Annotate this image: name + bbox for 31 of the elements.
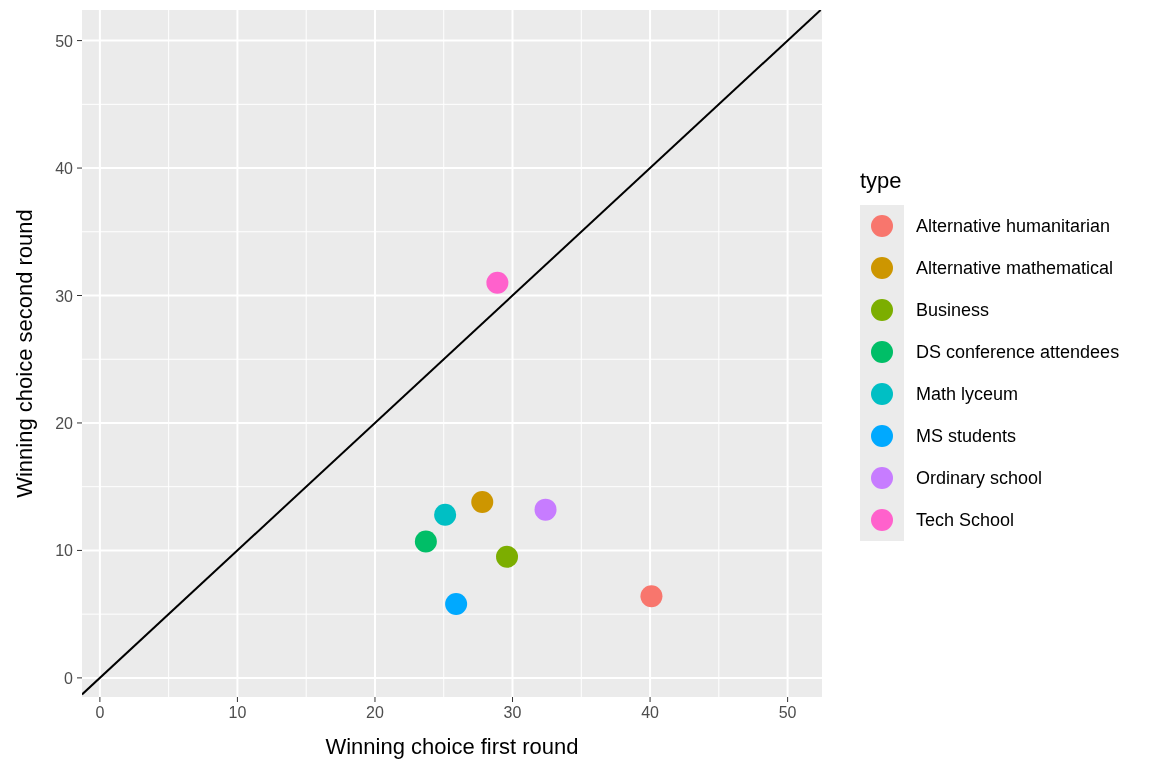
point bbox=[640, 585, 663, 608]
legend-label: Ordinary school bbox=[916, 468, 1043, 488]
point bbox=[414, 530, 437, 553]
y-tick-label: 40 bbox=[55, 160, 74, 178]
legend-label: DS conference attendees bbox=[916, 342, 1120, 362]
y-tick-label: 0 bbox=[64, 669, 74, 687]
x-tick-label: 40 bbox=[641, 704, 660, 721]
legend-label: Alternative humanitarian bbox=[916, 216, 1111, 236]
y-tick-label: 30 bbox=[55, 287, 74, 305]
x-tick-label: 30 bbox=[503, 704, 522, 721]
legend-label: MS students bbox=[916, 426, 1017, 446]
legend-title: type bbox=[860, 168, 902, 193]
point bbox=[445, 592, 468, 615]
y-tick-label: 20 bbox=[55, 414, 74, 432]
point bbox=[496, 545, 519, 568]
point bbox=[534, 498, 557, 521]
point bbox=[486, 271, 509, 294]
point bbox=[471, 490, 494, 513]
y-axis-title: Winning choice second round bbox=[12, 209, 37, 498]
legend-label: Tech School bbox=[916, 510, 1015, 530]
point bbox=[434, 503, 457, 526]
legend-label: Math lyceum bbox=[916, 384, 1019, 404]
x-tick-label: 20 bbox=[366, 704, 384, 721]
legend-label: Business bbox=[916, 300, 990, 320]
x-tick-label: 0 bbox=[95, 704, 105, 721]
x-axis-title: Winning choice first round bbox=[325, 734, 579, 759]
y-tick-label: 10 bbox=[55, 542, 74, 560]
y-tick-label: 50 bbox=[55, 32, 74, 50]
x-tick-label: 50 bbox=[778, 704, 797, 721]
x-tick-label: 10 bbox=[228, 704, 247, 721]
legend-label: Alternative mathematical bbox=[916, 258, 1114, 278]
